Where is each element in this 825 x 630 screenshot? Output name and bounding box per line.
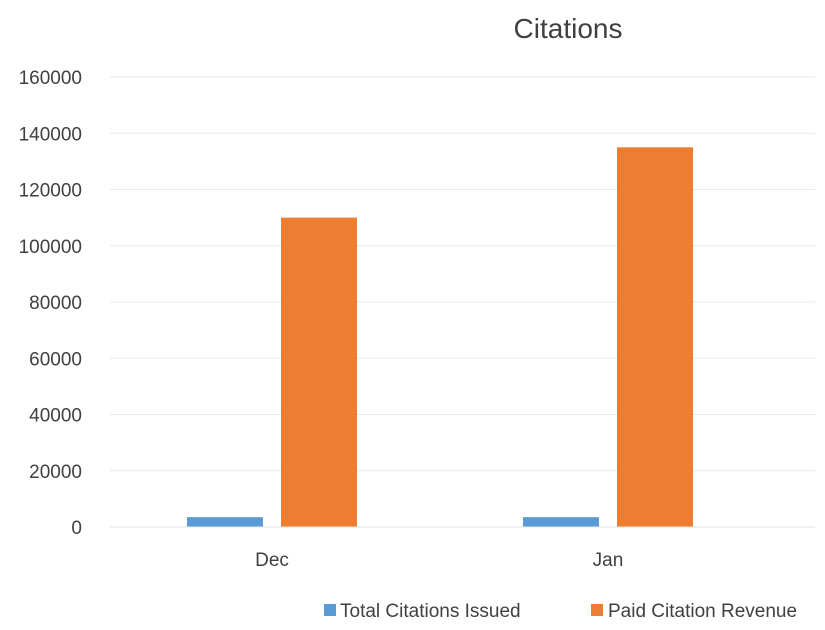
legend-label: Paid Citation Revenue [608, 601, 797, 622]
legend-swatch [591, 604, 603, 616]
chart-title: Citations [514, 13, 623, 44]
legend-label: Total Citations Issued [340, 601, 521, 622]
bars [187, 147, 693, 527]
y-tick-label: 60000 [29, 349, 82, 370]
legend-swatch [324, 604, 336, 616]
bar-total-citations-issued-dec [187, 517, 263, 527]
y-tick-label: 100000 [19, 237, 82, 258]
y-axis: 0 20000 40000 60000 80000 100000 120000 140000 1… [19, 68, 82, 539]
y-tick-label: 0 [71, 518, 82, 539]
y-tick-label: 20000 [29, 462, 82, 483]
bar-total-citations-issued-jan [523, 517, 599, 527]
x-tick-label: Dec [255, 550, 289, 571]
legend: Total Citations Issued Paid Citation Reve… [324, 601, 797, 622]
y-tick-label: 160000 [19, 68, 82, 89]
gridlines [110, 76, 815, 472]
y-tick-label: 120000 [19, 181, 82, 202]
y-tick-label: 40000 [29, 406, 82, 427]
y-tick-label: 140000 [19, 124, 82, 145]
x-tick-label: Jan [593, 550, 624, 571]
bar-paid-citation-revenue-dec [281, 217, 357, 527]
y-tick-label: 80000 [29, 293, 82, 314]
bar-paid-citation-revenue-jan [617, 147, 693, 527]
x-axis: Dec Jan [110, 526, 815, 571]
